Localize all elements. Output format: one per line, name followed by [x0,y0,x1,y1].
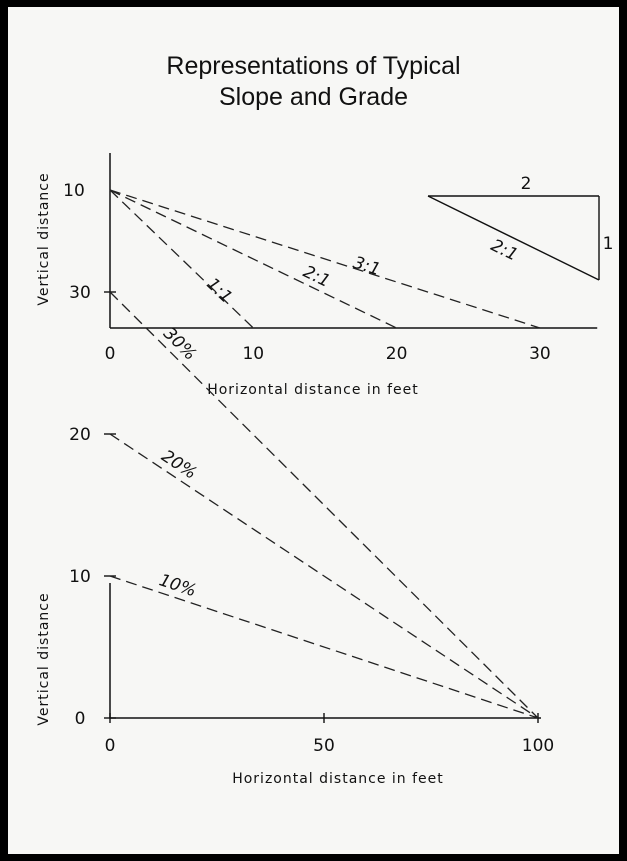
y-tick-label: 0 [75,709,86,729]
series-line-3-1 [109,189,541,329]
figure-title: Representations of Typical Slope and Gra… [8,51,619,113]
y-axis-title: Vertical distance [36,172,52,305]
title-line-2: Slope and Grade [218,83,409,111]
y-tick-label: 30 [69,283,91,303]
x-tick-label: 0 [105,344,116,364]
x-tick-label: 0 [105,736,116,756]
series-line-2-1 [109,189,397,329]
title-line-1: Representations of Typical [166,52,461,80]
x-tick-label: 50 [313,736,335,756]
triangle-vertical-label: 1 [603,234,614,254]
triangle-hypotenuse [427,195,600,281]
series-label: 20% [158,446,201,484]
x-tick-label: 20 [386,344,408,364]
x-tick-label: 30 [529,344,551,364]
series-line-20pct [109,433,539,719]
series-label: 10% [157,570,199,601]
x-tick-label: 10 [242,344,264,364]
y-tick-label: 10 [63,181,85,201]
triangle-horizontal-label: 2 [521,174,532,194]
x-axis-title: Horizontal distance in feet [207,382,419,398]
y-tick-label: 10 [69,567,91,587]
y-axis-title: Vertical distance [36,592,52,725]
y-tick-label: 20 [69,425,91,445]
x-tick-label: 100 [522,736,554,756]
series-line-10pct [109,575,539,719]
series-label: 30% [159,324,200,365]
x-axis-title: Horizontal distance in feet [232,771,444,787]
series-line-30pct [109,291,539,719]
slope-chart: 0 10 20 30 10 Horizontal distance in feet Vert… [36,153,614,398]
figure-frame: Representations of Typical Slope and Gra… [8,7,619,854]
